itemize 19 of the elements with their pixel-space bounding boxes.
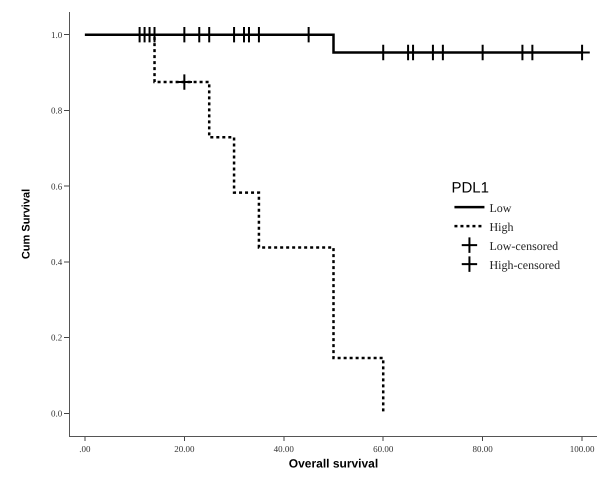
y-axis-title: Cum Survival [20, 188, 33, 260]
y-tick-label: 0.2 [50, 332, 62, 343]
y-tick-label: 0.4 [50, 257, 63, 268]
x-tick-label: 20.00 [174, 444, 195, 454]
y-tick-label: 1.0 [50, 30, 63, 40]
x-tick-label: 100.00 [570, 444, 595, 454]
x-tick-label: 60.00 [373, 444, 394, 454]
legend-label: Low [489, 200, 512, 215]
x-tick-label: .00 [79, 444, 92, 454]
legend-title: PDL1 [451, 180, 489, 197]
x-tick-label: 80.00 [472, 444, 494, 454]
y-tick-label: 0.6 [50, 181, 63, 192]
legend-label: High-censored [489, 258, 560, 272]
x-tick-label: 40.00 [274, 444, 294, 454]
y-tick-label: 0.0 [50, 408, 63, 418]
y-tick-label: 0.8 [50, 106, 63, 116]
x-axis-title: Overall survival [288, 456, 378, 471]
legend-label: High [489, 220, 514, 234]
legend-label: Low-censored [489, 238, 558, 253]
